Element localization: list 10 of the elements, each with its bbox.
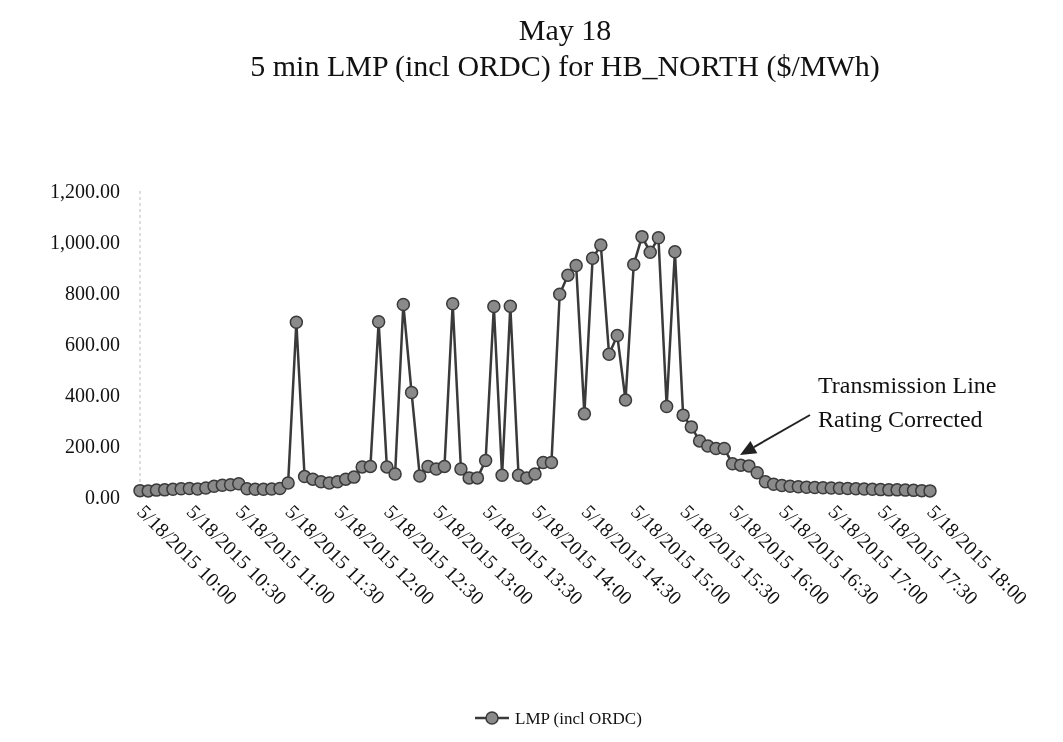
y-tick-label: 400.00 bbox=[65, 384, 120, 406]
y-tick-label: 1,200.00 bbox=[50, 180, 120, 202]
y-tick-label: 200.00 bbox=[65, 435, 120, 457]
legend-label: LMP (incl ORDC) bbox=[515, 708, 642, 728]
y-tick-label: 1,000.00 bbox=[50, 231, 120, 253]
y-tick-label: 0.00 bbox=[85, 486, 120, 508]
chart-title: May 18 5 min LMP (incl ORDC) for HB_NORTH ($/MWh) bbox=[250, 13, 880, 83]
annotation: Transmission Line Rating Corrected bbox=[818, 372, 997, 432]
y-tick-label: 800.00 bbox=[65, 282, 120, 304]
y-tick-label: 600.00 bbox=[65, 333, 120, 355]
